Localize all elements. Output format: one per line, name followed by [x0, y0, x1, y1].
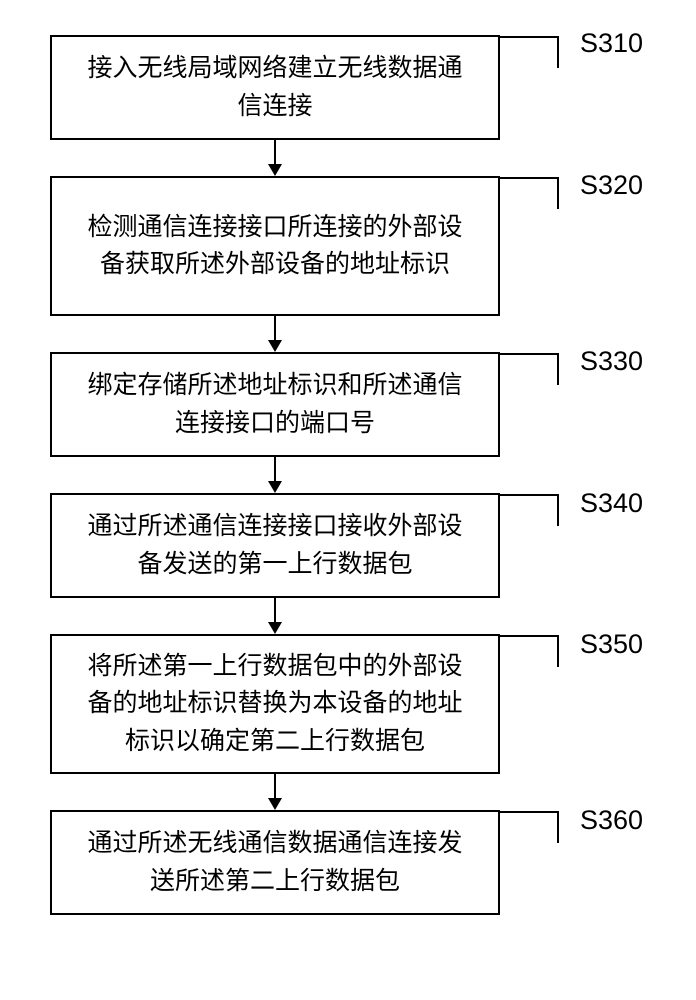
step-box-s310: 接入无线局域网络建立无线数据通信连接	[50, 35, 500, 140]
step-label-s330: S330	[580, 346, 643, 377]
step-text: 通过所述无线通信数据通信连接发送所述第二上行数据包	[82, 825, 468, 900]
step-box-s340: 通过所述通信连接接口接收外部设备发送的第一上行数据包	[50, 493, 500, 598]
step-label-s320: S320	[580, 170, 643, 201]
step-text: 通过所述通信连接接口接收外部设备发送的第一上行数据包	[82, 508, 468, 583]
connector-line	[498, 808, 573, 843]
arrow-down	[50, 457, 500, 493]
connector-line	[498, 174, 573, 209]
step-label-s340: S340	[580, 488, 643, 519]
arrow-down	[50, 774, 500, 810]
step-text: 将所述第一上行数据包中的外部设备的地址标识替换为本设备的地址标识以确定第二上行数…	[82, 648, 468, 761]
connector-line	[498, 491, 573, 526]
connector-line	[498, 632, 573, 667]
flowchart-container: 接入无线局域网络建立无线数据通信连接 S310 检测通信连接接口所连接的外部设备…	[50, 35, 650, 915]
arrow-down	[50, 598, 500, 634]
step-text: 绑定存储所述地址标识和所述通信连接接口的端口号	[82, 367, 468, 442]
step-box-s320: 检测通信连接接口所连接的外部设备获取所述外部设备的地址标识	[50, 176, 500, 316]
step-label-s350: S350	[580, 629, 643, 660]
step-label-s310: S310	[580, 28, 643, 59]
connector-line	[498, 350, 573, 385]
step-box-s330: 绑定存储所述地址标识和所述通信连接接口的端口号	[50, 352, 500, 457]
arrow-down	[50, 316, 500, 352]
step-text: 接入无线局域网络建立无线数据通信连接	[82, 50, 468, 125]
connector-line	[498, 33, 573, 68]
step-label-s360: S360	[580, 805, 643, 836]
step-box-s360: 通过所述无线通信数据通信连接发送所述第二上行数据包	[50, 810, 500, 915]
step-box-s350: 将所述第一上行数据包中的外部设备的地址标识替换为本设备的地址标识以确定第二上行数…	[50, 634, 500, 774]
arrow-down	[50, 140, 500, 176]
step-text: 检测通信连接接口所连接的外部设备获取所述外部设备的地址标识	[82, 209, 468, 284]
